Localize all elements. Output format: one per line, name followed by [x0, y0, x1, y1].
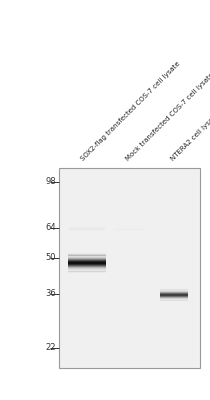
Text: NTERA2 cell lysate: NTERA2 cell lysate [170, 112, 210, 162]
Text: 98: 98 [45, 178, 56, 186]
Text: Mock transfected COS-7 cell lysate: Mock transfected COS-7 cell lysate [125, 72, 210, 162]
Text: 36: 36 [45, 290, 56, 298]
Text: SOX2-flag transfected COS-7 cell lysate: SOX2-flag transfected COS-7 cell lysate [80, 60, 181, 162]
Text: 64: 64 [45, 224, 56, 232]
FancyBboxPatch shape [59, 168, 200, 368]
Text: 22: 22 [45, 344, 56, 352]
Text: 50: 50 [45, 254, 56, 262]
